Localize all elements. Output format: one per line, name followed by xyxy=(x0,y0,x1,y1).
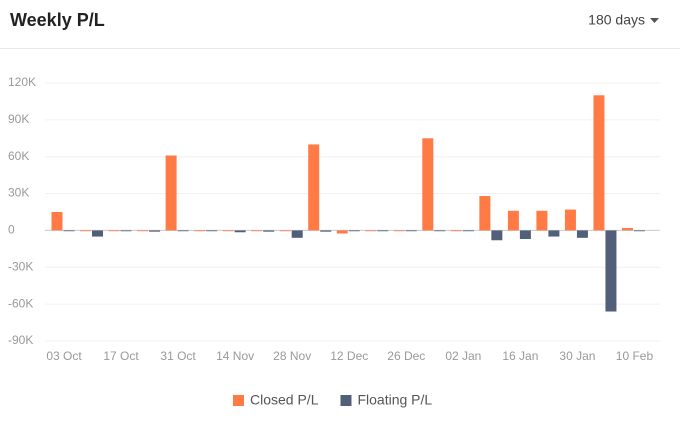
y-tick-label: 120K xyxy=(8,75,36,89)
y-tick-label: -60K xyxy=(8,296,33,310)
bar xyxy=(422,138,434,231)
x-tick-label: 14 Nov xyxy=(216,349,254,363)
x-tick-label: 17 Oct xyxy=(103,349,139,363)
period-label[interactable]: 180 days xyxy=(588,12,645,28)
bar xyxy=(120,230,132,232)
x-tick-label: 16 Jan xyxy=(502,349,538,363)
bar xyxy=(450,230,462,232)
bar xyxy=(621,227,633,231)
bar xyxy=(434,230,446,232)
x-tick-label: 02 Jan xyxy=(445,349,481,363)
dropdown-arrow xyxy=(650,18,659,23)
bar xyxy=(194,230,206,232)
y-tick-label: 90K xyxy=(8,112,29,126)
legend-swatch xyxy=(340,395,352,406)
legend-swatch xyxy=(233,395,244,406)
bar xyxy=(405,230,417,232)
bar xyxy=(63,230,75,232)
bar xyxy=(149,230,161,232)
y-tick-label: 0 xyxy=(8,223,15,237)
chart-title: Weekly P/L xyxy=(10,10,105,30)
bar xyxy=(336,230,348,234)
x-tick-label: 30 Jan xyxy=(559,349,595,363)
bar xyxy=(633,230,645,232)
bar xyxy=(165,155,177,231)
bar xyxy=(308,144,320,231)
bar xyxy=(92,230,104,237)
bar xyxy=(462,230,474,232)
bar xyxy=(536,210,548,231)
bar xyxy=(279,230,291,232)
y-tick-label: 30K xyxy=(8,186,29,200)
bar xyxy=(222,230,234,232)
bar xyxy=(291,230,303,238)
bar xyxy=(507,210,519,231)
bar xyxy=(491,230,503,241)
x-tick-label: 10 Feb xyxy=(616,349,654,363)
bar xyxy=(479,196,491,231)
bar xyxy=(251,230,263,232)
x-tick-label: 03 Oct xyxy=(46,349,82,363)
y-tick-label: 60K xyxy=(8,149,29,163)
bar xyxy=(377,230,389,232)
bar xyxy=(365,230,377,232)
bar xyxy=(564,209,576,231)
bar xyxy=(234,230,246,233)
bar xyxy=(177,230,189,232)
bar xyxy=(548,230,560,237)
x-tick-label: 26 Dec xyxy=(387,349,425,363)
bar xyxy=(51,212,63,231)
x-tick-label: 28 Nov xyxy=(273,349,311,363)
legend-label: Closed P/L xyxy=(250,392,319,408)
bar xyxy=(605,230,617,312)
bar xyxy=(80,230,92,232)
period-dropdown[interactable]: 180 days xyxy=(588,12,659,28)
x-tick-label: 31 Oct xyxy=(160,349,196,363)
y-tick-label: -30K xyxy=(8,259,33,273)
bar xyxy=(108,230,120,232)
bar xyxy=(320,230,332,232)
y-tick-label: -90K xyxy=(8,333,33,347)
bar xyxy=(576,230,588,238)
bar xyxy=(593,95,605,231)
x-tick-label: 12 Dec xyxy=(330,349,368,363)
bar xyxy=(206,230,218,232)
bar xyxy=(393,230,405,232)
bar xyxy=(348,230,360,232)
bar xyxy=(137,230,149,232)
bar xyxy=(263,230,275,232)
bar xyxy=(519,230,531,240)
legend-label: Floating P/L xyxy=(357,392,432,408)
